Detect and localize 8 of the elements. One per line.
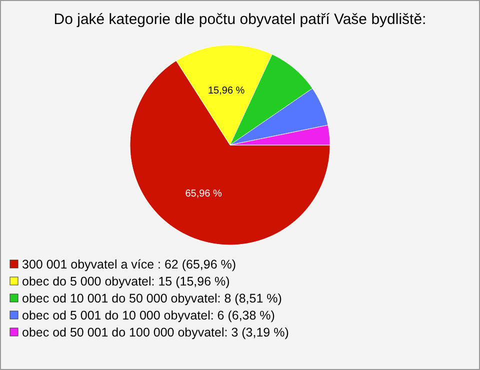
data-label: 15,96 % — [208, 86, 245, 97]
legend-label: obec od 50 001 do 100 000 obyvatel: 3 (3,19 %) — [22, 325, 289, 340]
legend-label: obec od 5 001 do 10 000 obyvatel: 6 (6,38 %) — [22, 308, 275, 322]
chart-title: Do jaké kategorie dle počtu obyvatel patří Vaše bydliště: — [54, 11, 426, 28]
legend-label: obec od 10 001 do 50 000 obyvatel: 8 (8,51 %) — [22, 291, 282, 306]
data-label: 65,96 % — [185, 188, 222, 200]
legend-label: 300 001 obyvatel a více : 62 (65,96 %) — [22, 257, 236, 272]
legend-label: obec do 5 000 obyvatel: 15 (15,96 %) — [22, 274, 230, 288]
